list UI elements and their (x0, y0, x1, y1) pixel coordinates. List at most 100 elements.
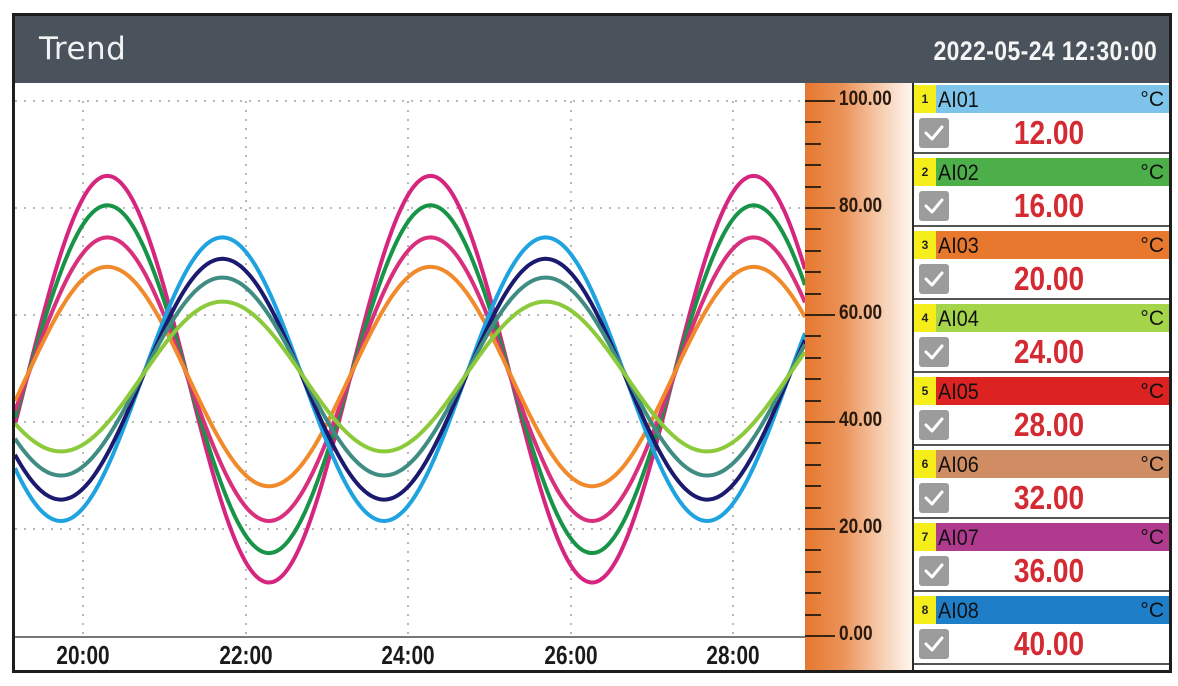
minor-tick (805, 292, 821, 295)
channel-header: 5 AI05 °C (914, 377, 1169, 405)
channel-ai02[interactable]: 2 AI02 °C 16.00 (914, 156, 1169, 229)
channel-number: 7 (914, 523, 936, 551)
major-tick (805, 314, 835, 316)
channel-ai04[interactable]: 4 AI04 °C 24.00 (914, 302, 1169, 375)
channel-value: 24.00 (1013, 333, 1085, 370)
channel-value: 36.00 (1013, 552, 1085, 589)
channel-name: AI08 (938, 598, 979, 623)
channel-unit: °C (1140, 88, 1164, 111)
minor-tick (805, 613, 821, 616)
trend-line-orange (15, 264, 805, 489)
time-axis-label: 24:00 (381, 640, 435, 670)
channel-number: 8 (914, 596, 936, 624)
channel-unit: °C (1140, 161, 1164, 184)
channel-header: 1 AI01 °C (914, 85, 1169, 113)
minor-tick (805, 570, 821, 573)
channel-value: 20.00 (1013, 260, 1085, 297)
channel-value-row: 16.00 (914, 186, 1169, 227)
channel-ai06[interactable]: 6 AI06 °C 32.00 (914, 448, 1169, 521)
major-tick (805, 207, 835, 209)
channel-unit: °C (1140, 380, 1164, 403)
minor-tick (805, 249, 821, 252)
scale-label: 20.00 (839, 515, 883, 538)
trend-plot-canvas[interactable] (15, 83, 805, 636)
channel-number: 4 (914, 304, 936, 332)
channel-number: 1 (914, 85, 936, 113)
channel-unit: °C (1140, 526, 1164, 549)
channel-visibility-checkbox[interactable] (919, 337, 949, 367)
channel-value: 28.00 (1013, 406, 1085, 443)
checkmark-icon (924, 636, 944, 652)
channel-value: 40.00 (1013, 625, 1085, 662)
channel-visibility-checkbox[interactable] (919, 556, 949, 586)
channel-visibility-checkbox[interactable] (919, 118, 949, 148)
minor-tick (805, 506, 821, 509)
channel-visibility-checkbox[interactable] (919, 264, 949, 294)
channel-unit: °C (1140, 234, 1164, 257)
scale-label: 80.00 (839, 194, 883, 217)
channel-visibility-checkbox[interactable] (919, 410, 949, 440)
minor-tick (805, 335, 821, 338)
major-tick (805, 528, 835, 530)
checkmark-icon (924, 490, 944, 506)
checkmark-icon (924, 125, 944, 141)
channel-visibility-checkbox[interactable] (919, 483, 949, 513)
minor-tick (805, 592, 821, 595)
channel-header: 2 AI02 °C (914, 158, 1169, 186)
minor-tick (805, 442, 821, 445)
channel-value-row: 24.00 (914, 332, 1169, 373)
channel-value-row: 32.00 (914, 478, 1169, 519)
minor-tick (805, 356, 821, 359)
channel-ai07[interactable]: 7 AI07 °C 36.00 (914, 521, 1169, 594)
minor-tick (805, 228, 821, 231)
channel-name: AI05 (938, 379, 979, 404)
trend-window: Trend 2022-05-24 12:30:00 20:00 22:00 24:0… (12, 13, 1172, 673)
channel-header: 3 AI03 °C (914, 231, 1169, 259)
channel-ai01[interactable]: 1 AI01 °C 12.00 (914, 83, 1169, 156)
datetime-display: 2022-05-24 12:30:00 (933, 36, 1157, 66)
minor-tick (805, 121, 821, 124)
page-title: Trend (39, 31, 127, 67)
channel-visibility-checkbox[interactable] (919, 629, 949, 659)
channel-header: 4 AI04 °C (914, 304, 1169, 332)
channel-number: 5 (914, 377, 936, 405)
trend-line-magenta-large (15, 173, 805, 585)
channel-ai03[interactable]: 3 AI03 °C 20.00 (914, 229, 1169, 302)
channel-value-row: 36.00 (914, 551, 1169, 592)
minor-tick (805, 185, 821, 188)
checkmark-icon (924, 271, 944, 287)
minor-tick (805, 485, 821, 488)
channel-name: AI04 (938, 306, 979, 331)
scale-label: 100.00 (839, 87, 892, 110)
channel-number: 3 (914, 231, 936, 259)
channel-visibility-checkbox[interactable] (919, 191, 949, 221)
time-axis-label: 22:00 (219, 640, 273, 670)
channel-unit: °C (1140, 599, 1164, 622)
channel-number: 6 (914, 450, 936, 478)
channel-name: AI07 (938, 525, 979, 550)
channel-value-row: 20.00 (914, 259, 1169, 300)
minor-tick (805, 164, 821, 167)
minor-tick (805, 399, 821, 402)
checkmark-icon (924, 344, 944, 360)
title-bar: Trend 2022-05-24 12:30:00 (15, 16, 1169, 83)
time-axis: 20:00 22:00 24:00 26:00 28:00 (15, 636, 805, 670)
trend-chart[interactable] (15, 83, 805, 636)
channel-ai08[interactable]: 8 AI08 °C 40.00 (914, 594, 1169, 667)
checkmark-icon (924, 563, 944, 579)
channel-value-row: 12.00 (914, 113, 1169, 154)
y-scale-bar: 100.00 80.00 60.00 40.00 20.00 0.00 (805, 83, 912, 670)
channel-value: 12.00 (1013, 114, 1085, 151)
channel-ai05[interactable]: 5 AI05 °C 28.00 (914, 375, 1169, 448)
major-tick (805, 421, 835, 423)
channel-value-row: 40.00 (914, 624, 1169, 665)
time-axis-label: 28:00 (706, 640, 760, 670)
channel-value: 32.00 (1013, 479, 1085, 516)
major-tick (805, 100, 835, 102)
checkmark-icon (924, 417, 944, 433)
channel-name: AI03 (938, 233, 979, 258)
trend-line-lime (15, 299, 805, 454)
channel-name: AI02 (938, 160, 979, 185)
channel-panel: 1 AI01 °C 12.00 2 AI02 °C 16.00 3 AI03 °C 20.00 4 AI0… (912, 83, 1169, 670)
minor-tick (805, 549, 821, 552)
